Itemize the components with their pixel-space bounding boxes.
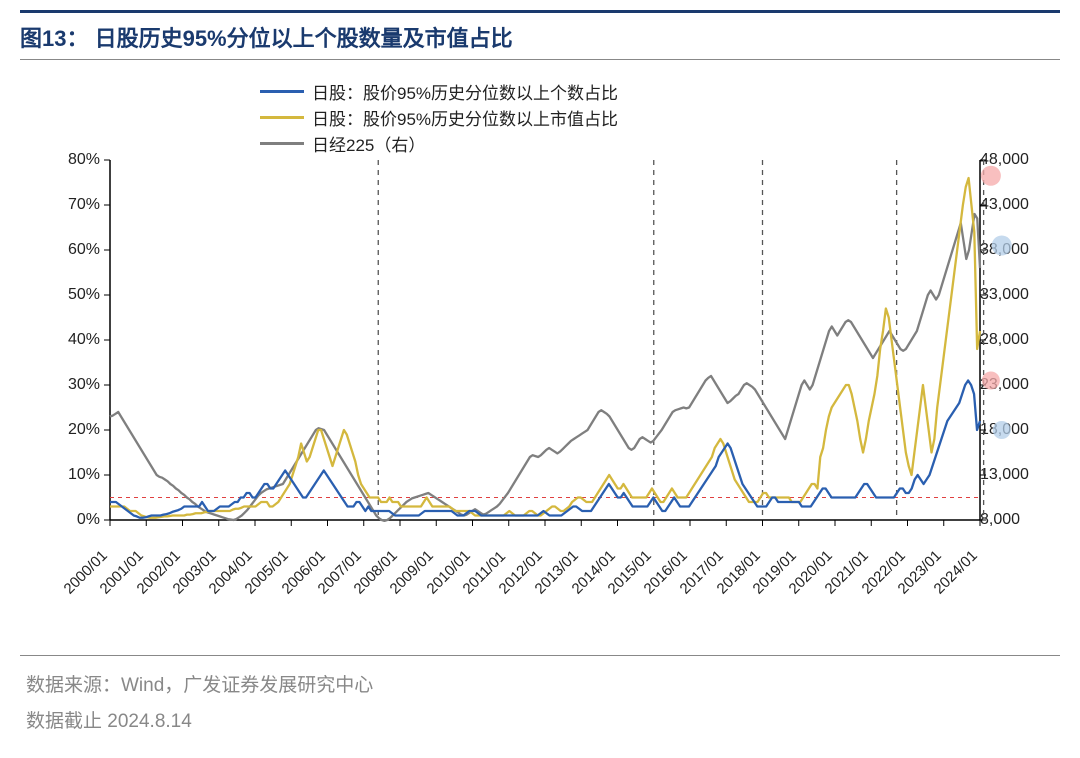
chart-container: 日股：股价95%历史分位数以上个数占比 日股：股价95%历史分位数以上市值占比 … <box>40 70 1040 630</box>
legend: 日股：股价95%历史分位数以上个数占比 日股：股价95%历史分位数以上市值占比 … <box>260 78 618 157</box>
legend-item-blue: 日股：股价95%历史分位数以上个数占比 <box>260 79 618 104</box>
legend-label-yellow: 日股：股价95%历史分位数以上市值占比 <box>312 105 618 130</box>
data-cutoff: 数据截止 2024.8.14 <box>20 704 1060 740</box>
footer: 数据来源：Wind，广发证券发展研究中心 数据截止 2024.8.14 <box>20 655 1060 740</box>
title-bar: 图13： 日股历史95%分位以上个股数量及市值占比 <box>20 10 1060 60</box>
y-right-tick: 43,000 <box>980 196 1040 214</box>
footer-divider <box>20 655 1060 656</box>
y-right-tick: 33,000 <box>980 286 1040 304</box>
legend-label-gray: 日经225（右） <box>312 131 425 156</box>
y-right-tick: 13,000 <box>980 466 1040 484</box>
y-right-tick: 8,000 <box>980 511 1040 529</box>
legend-swatch-yellow <box>260 116 304 119</box>
y-left-tick: 60% <box>40 241 100 259</box>
y-axis-left: 0%10%20%30%40%50%60%70%80% <box>40 160 100 520</box>
plot-area <box>110 160 980 520</box>
y-left-tick: 40% <box>40 331 100 349</box>
chart-title: 图13： 日股历史95%分位以上个股数量及市值占比 <box>20 21 1060 53</box>
legend-item-gray: 日经225（右） <box>260 131 618 156</box>
y-left-tick: 70% <box>40 196 100 214</box>
y-axis-right: 8,00013,00018,00023,00028,00033,00038,00… <box>980 160 1040 520</box>
legend-label-blue: 日股：股价95%历史分位数以上个数占比 <box>312 79 618 104</box>
y-left-tick: 50% <box>40 286 100 304</box>
data-source: 数据来源：Wind，广发证券发展研究中心 <box>20 668 1060 704</box>
legend-swatch-blue <box>260 90 304 93</box>
y-left-tick: 80% <box>40 151 100 169</box>
legend-swatch-gray <box>260 142 304 145</box>
legend-item-yellow: 日股：股价95%历史分位数以上市值占比 <box>260 105 618 130</box>
x-axis: 2000/012001/012002/012003/012004/012005/… <box>110 528 980 618</box>
y-left-tick: 0% <box>40 511 100 529</box>
y-left-tick: 10% <box>40 466 100 484</box>
plot-svg <box>110 160 980 520</box>
y-right-tick: 28,000 <box>980 331 1040 349</box>
y-left-tick: 30% <box>40 376 100 394</box>
y-left-tick: 20% <box>40 421 100 439</box>
